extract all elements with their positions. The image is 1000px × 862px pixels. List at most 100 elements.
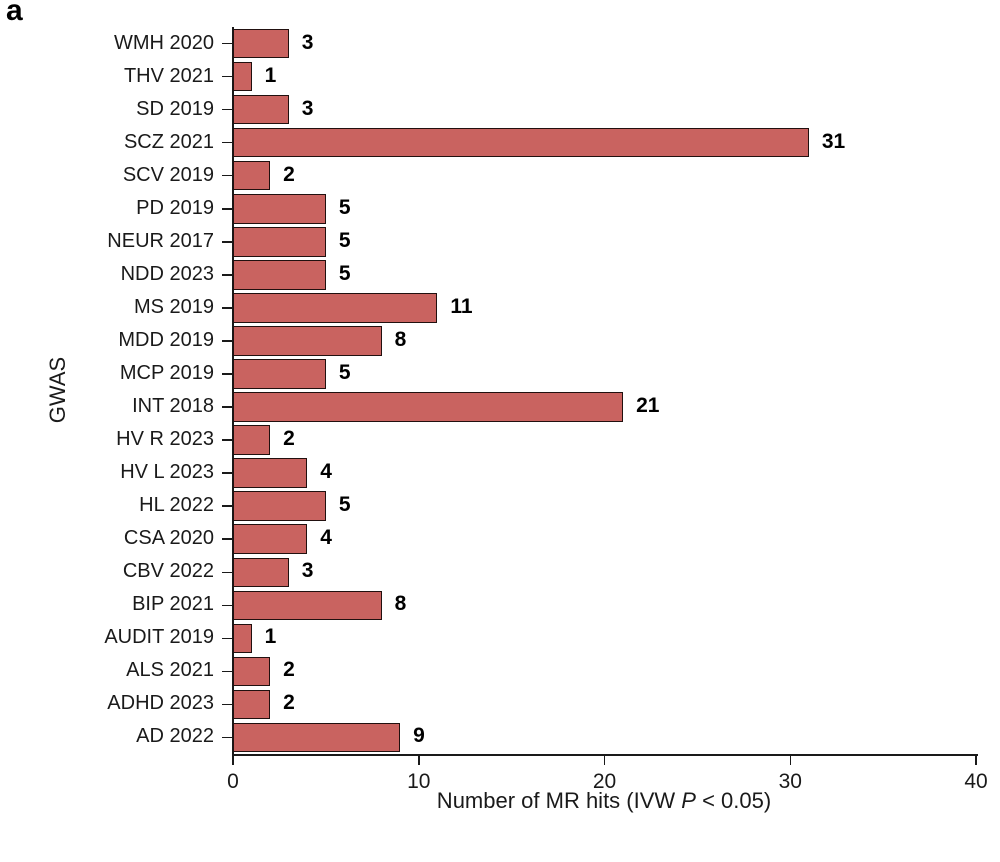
category-label: ADHD 2023 — [107, 692, 214, 715]
x-tick-mark — [232, 756, 234, 765]
y-tick-mark — [222, 538, 232, 540]
y-tick-mark — [222, 604, 232, 607]
bar — [233, 61, 252, 92]
bar-value-label: 21 — [636, 394, 660, 418]
bar — [233, 194, 326, 224]
bar — [233, 458, 308, 488]
category-label: MS 2019 — [133, 295, 214, 318]
category-label: NEUR 2017 — [107, 229, 214, 252]
bar — [233, 326, 382, 356]
bar — [233, 160, 271, 191]
category-label: HL 2022 — [139, 494, 214, 517]
category-label: SD 2019 — [136, 97, 214, 120]
bar — [233, 623, 252, 654]
x-tick-mark — [418, 756, 420, 765]
bar-value-label: 5 — [338, 261, 351, 285]
y-tick-mark — [222, 439, 232, 441]
x-axis-title-italic-p: P — [681, 788, 696, 813]
panel-letter: a — [6, 0, 23, 27]
y-tick-mark — [222, 670, 232, 673]
bar — [233, 293, 438, 323]
category-label: CBV 2022 — [122, 560, 214, 583]
bar-value-label: 5 — [338, 360, 351, 384]
bar-value-label: 1 — [264, 63, 277, 87]
y-tick-mark — [222, 571, 232, 573]
bar-value-label: 9 — [413, 724, 425, 748]
y-tick-mark — [222, 736, 232, 739]
y-tick-mark — [222, 75, 232, 78]
y-tick-mark — [222, 208, 232, 210]
bar — [233, 491, 326, 521]
category-label: HV R 2023 — [116, 428, 214, 451]
bar — [233, 524, 308, 554]
bar — [233, 94, 289, 125]
bar — [233, 425, 271, 455]
y-tick-mark — [222, 472, 232, 474]
bar-value-label: 3 — [301, 96, 314, 120]
bar-value-label: 5 — [338, 228, 351, 252]
y-tick-mark — [222, 307, 232, 309]
bar-value-label: 31 — [821, 129, 846, 153]
bar — [233, 590, 382, 621]
y-tick-mark — [222, 637, 232, 640]
y-tick-mark — [222, 108, 232, 111]
bar — [233, 359, 326, 389]
category-label: BIP 2021 — [132, 593, 214, 616]
bar-value-label: 3 — [301, 30, 314, 54]
category-label: PD 2019 — [136, 196, 214, 219]
category-label: SCV 2019 — [122, 163, 214, 186]
category-label: THV 2021 — [123, 64, 214, 87]
x-tick-mark — [789, 756, 791, 765]
y-tick-mark — [222, 340, 232, 342]
category-label: AUDIT 2019 — [104, 626, 214, 649]
bar-value-label: 5 — [338, 195, 351, 219]
bar — [233, 557, 289, 587]
bar-value-label: 5 — [338, 493, 351, 517]
y-tick-mark — [222, 505, 232, 507]
category-label: HV L 2023 — [120, 461, 214, 484]
bar-value-label: 3 — [301, 559, 314, 583]
y-tick-mark — [222, 406, 232, 408]
bar-value-label: 4 — [320, 460, 332, 484]
bar — [233, 227, 326, 257]
y-tick-mark — [222, 42, 232, 45]
x-tick-label: 20 — [592, 770, 617, 793]
x-axis-title: Number of MR hits (IVW P < 0.05) — [437, 788, 771, 814]
category-label: NDD 2023 — [120, 262, 214, 285]
bar-value-label: 2 — [283, 691, 295, 715]
bar — [233, 722, 401, 753]
x-tick-label: 10 — [407, 770, 431, 793]
bar — [233, 28, 289, 59]
y-axis-spine — [231, 27, 234, 754]
bar — [233, 656, 271, 687]
bar-value-label: 8 — [394, 327, 407, 351]
y-tick-mark — [222, 274, 232, 276]
bar-value-label: 8 — [394, 592, 407, 616]
x-tick-mark — [603, 756, 606, 765]
y-axis-title: GWAS — [45, 356, 70, 424]
y-tick-mark — [222, 373, 232, 375]
bar-value-label: 2 — [283, 427, 295, 451]
category-label: SCZ 2021 — [123, 130, 214, 153]
bar-value-label: 1 — [264, 625, 277, 649]
y-tick-mark — [222, 174, 232, 177]
bar — [233, 689, 271, 720]
x-axis-spine — [231, 754, 978, 756]
bar-value-label: 2 — [283, 658, 295, 682]
category-label: ALS 2021 — [126, 659, 214, 682]
category-label: INT 2018 — [132, 395, 214, 418]
y-tick-mark — [222, 141, 232, 144]
y-tick-mark — [222, 703, 232, 706]
bar — [233, 127, 809, 158]
bar — [233, 260, 326, 290]
y-tick-mark — [222, 241, 232, 243]
bar-value-label: 2 — [283, 162, 295, 186]
category-label: MCP 2019 — [119, 361, 214, 384]
x-tick-mark — [975, 756, 977, 765]
x-tick-label: 30 — [778, 770, 802, 793]
category-label: AD 2022 — [136, 725, 214, 748]
x-axis-title-pre: Number of MR hits (IVW — [436, 788, 682, 813]
bar — [233, 392, 624, 422]
bar-value-label: 11 — [450, 294, 473, 318]
